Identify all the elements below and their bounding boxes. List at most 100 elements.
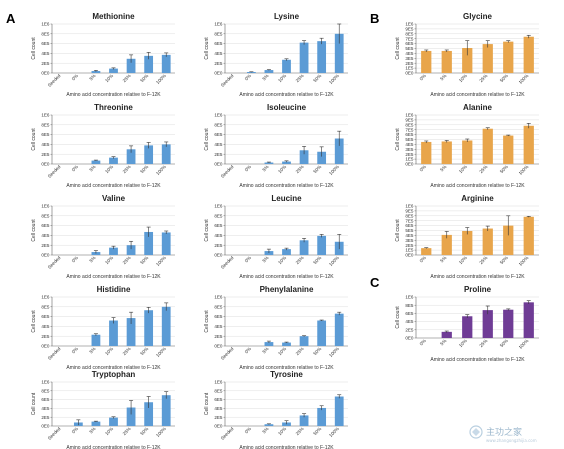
y-tick-label: 6E5 [214,397,223,402]
chart-title: Arginine [461,194,494,203]
bar-50pct [144,310,154,346]
x-tick-label: 5% [88,164,96,172]
x-axis-label: Amino acid concentration relative to F-1… [239,365,334,371]
y-tick-label: 7E5 [405,127,414,132]
x-tick-label: 25% [478,73,488,83]
y-tick-label: 0E0 [41,344,50,349]
x-axis-label: Amino acid concentration relative to F-1… [66,92,161,98]
y-tick-label: 6E5 [214,314,223,319]
bar-50pct [317,407,327,426]
x-tick-label: 0% [419,164,427,172]
bar-5pct [264,162,274,164]
y-axis-label: Cell count [31,392,37,415]
y-tick-label: 4E5 [41,142,50,147]
bar-0pct [421,141,432,164]
y-tick-label: 2E5 [214,334,223,339]
y-tick-label: 2E5 [405,61,414,66]
x-tick-label: 100% [155,255,167,267]
x-tick-label: 100% [155,426,167,438]
bar-5pct [91,160,101,164]
y-tick-label: 9E5 [405,209,414,214]
y-tick-label: 2E5 [41,243,50,248]
chart-alanine: Alanine 0E01E52E53E54E55E56E57E58E59E51E6… [395,103,539,189]
y-tick-label: 6E5 [41,314,50,319]
y-tick-label: 0E0 [214,253,223,258]
x-tick-label: 5% [261,73,269,81]
y-tick-label: 4E5 [41,51,50,56]
x-tick-label: 0% [244,255,252,263]
x-tick-label: 100% [328,346,340,358]
x-tick-label: 5% [261,255,269,263]
x-tick-label: 5% [88,426,96,434]
y-tick-label: 2E5 [41,152,50,157]
x-axis-label: Amino acid concentration relative to F-1… [239,92,334,98]
bar-25pct [126,149,136,164]
x-axis-label: Amino acid concentration relative to F-1… [66,183,161,189]
x-tick-label: 25% [295,255,305,265]
y-tick-label: 4E5 [41,406,50,411]
bar-10pct [282,249,291,255]
x-tick-label: 100% [518,255,530,267]
y-axis-label: Cell count [204,37,210,60]
bar-5pct [91,71,101,73]
y-tick-label: 6E5 [41,397,50,402]
x-tick-label: 25% [478,338,488,348]
chart-title: Tyrosine [270,370,303,379]
y-tick-label: 1E6 [41,380,50,385]
y-tick-label: 6E5 [214,223,223,228]
y-axis-label: Cell count [395,219,401,242]
bar-50pct [317,320,327,346]
x-tick-label: 0% [71,164,79,172]
y-axis-label: Cell count [204,128,210,151]
y-axis-label: Cell count [395,128,401,151]
bar-10pct [109,68,118,73]
y-tick-label: 8E5 [214,304,223,309]
bar-50pct [503,309,514,338]
y-tick-label: 0E0 [214,424,223,429]
y-tick-label: 8E5 [405,122,414,127]
y-tick-label: 2E5 [405,152,414,157]
y-tick-label: 4E5 [214,406,223,411]
x-tick-label: 10% [277,426,287,436]
x-tick-label: 25% [295,426,305,436]
bar-100pct [334,313,344,346]
bar-25pct [126,245,136,255]
y-tick-label: 6E5 [41,132,50,137]
bar-100pct [334,138,344,164]
x-axis-label: Amino acid concentration relative to F-1… [430,92,525,98]
bar-50pct [503,225,514,255]
y-tick-label: 8E5 [214,213,223,218]
chart-phenylalanine: Phenylalanine 0E0 2E5 4E5 6E5 8E5 1E6 Cell coun… [204,285,348,371]
y-tick-label: 6E5 [214,41,223,46]
x-tick-label: 100% [328,164,340,176]
x-tick-label: 50% [139,346,149,356]
watermark-text: 主功之家 [486,426,522,438]
y-tick-label: 4E5 [41,324,50,329]
bar-10pct [109,417,118,426]
x-tick-label: 25% [478,255,488,265]
watermark-subtext: www.zhangongzhijia.com [486,438,537,443]
x-tick-label: 50% [139,164,149,174]
y-tick-label: 0E0 [405,253,414,258]
chart-title: Methionine [92,12,135,21]
y-tick-label: 2E5 [405,243,414,248]
y-tick-label: 1E6 [214,204,223,209]
y-tick-label: 7E5 [405,218,414,223]
y-tick-label: 4E5 [214,324,223,329]
bar-10pct [282,342,291,346]
bar-5pct [264,251,274,255]
bar-100pct [523,302,534,338]
x-tick-label: 10% [458,73,468,83]
y-tick-label: 8E5 [41,122,50,127]
x-tick-label: 50% [312,346,322,356]
y-tick-label: 5E5 [405,46,414,51]
bar-10pct [109,157,118,164]
x-tick-label: 25% [122,73,132,83]
chart-title: Histidine [97,285,131,294]
bar-50pct [144,231,154,255]
x-tick-label: 100% [518,338,530,350]
x-tick-label: 10% [277,73,287,83]
